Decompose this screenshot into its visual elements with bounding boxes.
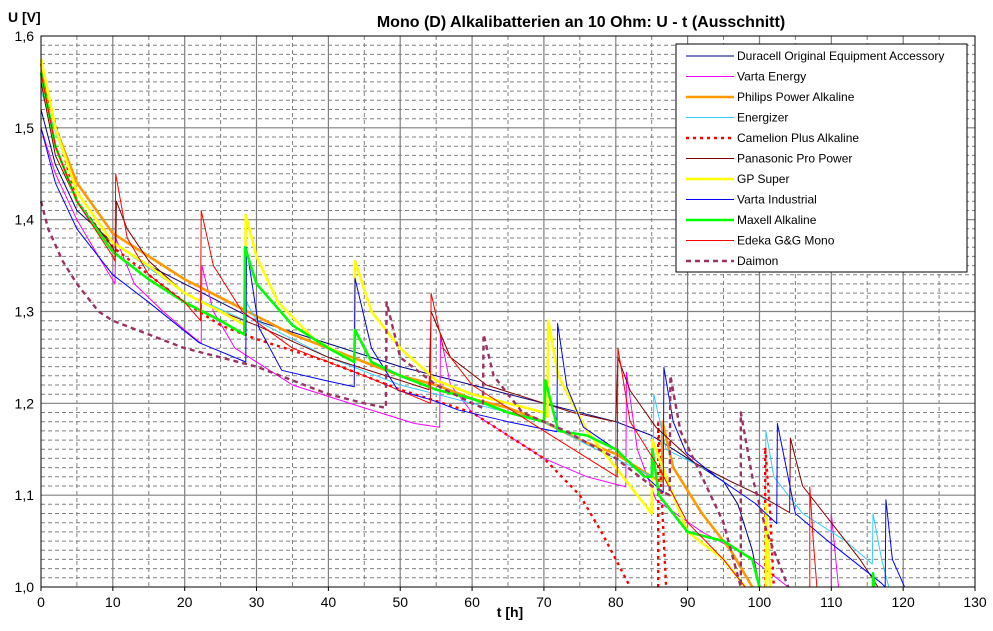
x-tick-label: 60 (464, 594, 480, 610)
x-tick-label: 50 (392, 594, 408, 610)
y-tick-label: 1,2 (15, 395, 35, 411)
legend-label: Maxell Alkaline (737, 213, 817, 227)
x-tick-label: 70 (536, 594, 552, 610)
x-tick-label: 0 (37, 594, 45, 610)
legend-label: Varta Energy (737, 70, 806, 84)
series-line-philips-power-alkaline (39, 63, 754, 588)
legend-label: GP Super (737, 172, 789, 186)
legend-label: Camelion Plus Alkaline (737, 131, 859, 145)
chart-title: Mono (D) Alkalibatterien an 10 Ohm: U - … (377, 14, 785, 31)
y-axis-label: U [V] (8, 9, 41, 25)
legend-label: Energizer (737, 111, 788, 125)
y-tick-label: 1,3 (15, 304, 35, 320)
y-tick-label: 1,5 (15, 120, 35, 136)
legend-label: Varta Industrial (737, 193, 817, 207)
legend-label: Duracell Original Equipment Accessory (737, 49, 944, 63)
x-axis-label: t [h] (497, 604, 523, 620)
x-tick-label: 40 (321, 594, 337, 610)
legend-label: Edeka G&G Mono (737, 234, 835, 248)
legend-label: Daimon (737, 254, 778, 268)
plot-frame (40, 35, 976, 588)
x-tick-label: 30 (249, 594, 265, 610)
x-tick-label: 20 (177, 594, 193, 610)
legend-label: Panasonic Pro Power (737, 152, 852, 166)
series-line-daimon (39, 200, 790, 589)
series-line-edeka-g-g-mono (40, 72, 818, 588)
legend-label: Philips Power Alkaline (737, 90, 855, 104)
x-tick-label: 10 (105, 594, 121, 610)
tick-labels: 0 10 20 30 40 50 60 70 80 90 100 110 120 130 1,0 1,1 1,2… (15, 28, 987, 610)
y-tick-label: 1,0 (15, 579, 35, 595)
series-lines (39, 58, 906, 589)
x-tick-label: 110 (820, 594, 843, 610)
x-tick-label: 80 (608, 594, 624, 610)
y-tick-label: 1,4 (15, 212, 35, 228)
y-tick-label: 1,6 (15, 28, 35, 44)
x-tick-label: 130 (963, 594, 987, 610)
y-tick-label: 1,1 (15, 487, 35, 503)
x-tick-label: 90 (680, 594, 696, 610)
series-line-gp-super (39, 58, 772, 588)
x-tick-label: 120 (891, 594, 915, 610)
legend: Duracell Original Equipment Accessory Var… (675, 43, 968, 273)
series-line-maxell-alkaline (39, 72, 876, 588)
x-tick-label: 100 (748, 594, 772, 610)
series-line-panasonic-pro-power (40, 81, 879, 588)
series-line-varta-industrial (40, 127, 906, 588)
